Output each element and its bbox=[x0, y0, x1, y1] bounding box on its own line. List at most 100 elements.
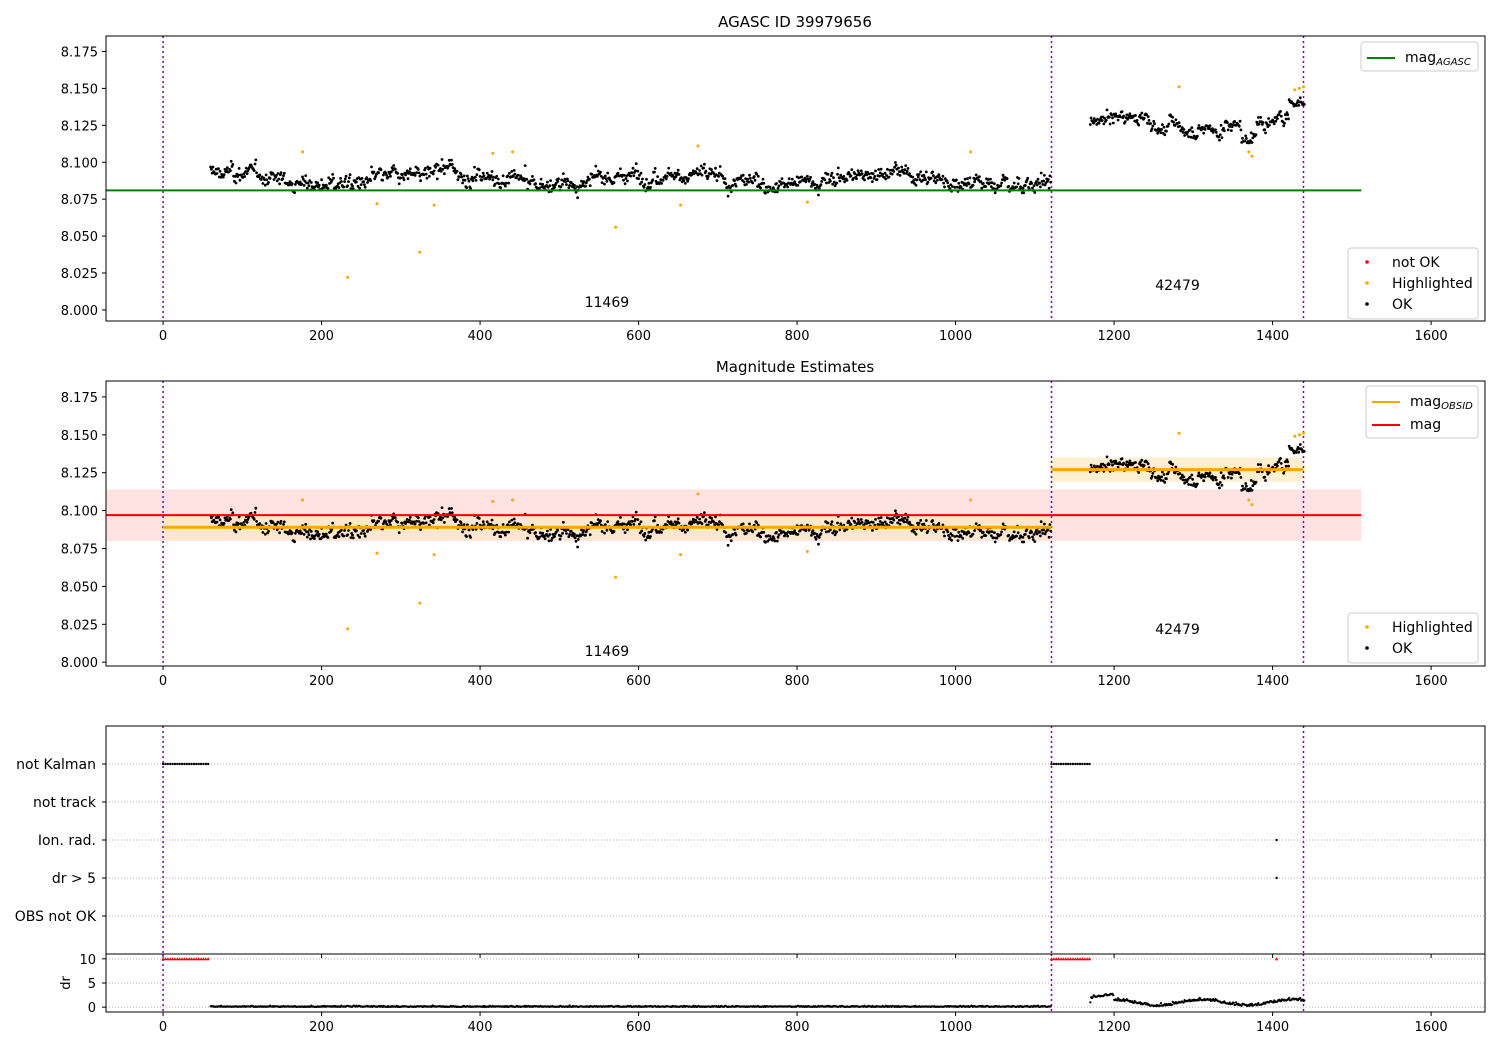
p1-xtick-label-400: 400 bbox=[468, 329, 493, 344]
p1-ok-point bbox=[894, 161, 897, 164]
p2-ok-point bbox=[1039, 534, 1042, 538]
p2-ytick-label: 8.025 bbox=[61, 618, 98, 633]
p2-ok-point bbox=[1287, 444, 1291, 448]
p1-ok-point bbox=[1137, 123, 1141, 127]
p1-ok-point bbox=[782, 181, 785, 185]
p1-ok-point bbox=[272, 178, 276, 181]
p1-ok-point bbox=[347, 176, 351, 180]
p1-ok-point bbox=[348, 173, 352, 177]
p1-ok-point bbox=[415, 171, 419, 175]
p2-ok-point bbox=[772, 537, 776, 541]
p2-ok-point bbox=[422, 522, 426, 525]
p2-ok-point bbox=[835, 530, 839, 534]
p2-ok-point bbox=[393, 516, 397, 520]
p1-ok-point bbox=[450, 163, 454, 166]
p1-ok-point bbox=[1172, 120, 1175, 124]
p2-ok-point bbox=[764, 540, 767, 544]
p2-ok-point bbox=[729, 539, 733, 543]
p1-ok-point bbox=[842, 175, 846, 178]
p2-highlighted-point bbox=[1298, 433, 1301, 437]
p2-ok-point bbox=[762, 530, 766, 534]
p1-frame bbox=[105, 35, 1486, 322]
p1-ok-point bbox=[431, 172, 435, 176]
p1-ok-point bbox=[255, 171, 258, 175]
p1-ok-point bbox=[641, 177, 644, 181]
p1-ok-point bbox=[424, 172, 428, 176]
p1-highlighted-point bbox=[346, 275, 350, 279]
p2-xtick-label-600: 600 bbox=[626, 674, 651, 689]
p1-ok-point bbox=[478, 175, 482, 178]
p2-ok-point bbox=[879, 516, 883, 519]
p2-ok-point bbox=[1237, 472, 1241, 476]
p3-flag-point bbox=[183, 762, 186, 766]
p2-ok-point bbox=[1276, 464, 1279, 468]
p1-ok-point bbox=[548, 184, 552, 188]
p1-ok-point bbox=[374, 175, 377, 179]
p1-ok-point bbox=[877, 168, 881, 171]
p1-ok-point bbox=[408, 167, 412, 171]
p1-ok-point bbox=[507, 181, 510, 185]
p2-ok-point bbox=[1263, 475, 1267, 479]
p1-ok-point bbox=[1152, 119, 1156, 123]
p2-ok-point bbox=[1222, 474, 1225, 478]
p2-ok-point bbox=[576, 545, 579, 549]
p2-ok-point bbox=[362, 529, 365, 532]
p2-ok-point bbox=[481, 520, 485, 524]
p4-ylabel: dr bbox=[59, 976, 74, 990]
p2-ok-point bbox=[1254, 480, 1258, 484]
p1-ok-point bbox=[316, 181, 319, 185]
p2-xtick-label-800: 800 bbox=[785, 674, 810, 689]
p2-ok-point bbox=[1001, 522, 1005, 526]
p2-ok-point bbox=[245, 520, 249, 524]
p3-flag-point bbox=[164, 762, 167, 766]
p2-ok-point bbox=[363, 534, 367, 538]
p1-ok-point bbox=[584, 184, 587, 188]
p1-ok-point bbox=[593, 175, 597, 179]
p1-ok-point bbox=[1274, 119, 1278, 123]
p2-ok-point bbox=[324, 532, 328, 536]
p1-ok-point bbox=[1283, 113, 1287, 117]
p2-ok-point bbox=[510, 518, 514, 522]
p1-ok-point bbox=[1119, 115, 1122, 119]
p1-ok-point bbox=[459, 173, 463, 176]
p2-ok-point bbox=[1092, 464, 1096, 468]
p3-flag-point bbox=[192, 762, 196, 766]
p1-ok-point bbox=[510, 170, 514, 173]
p2-ok-point bbox=[1277, 460, 1281, 464]
p1-ok-point bbox=[461, 181, 464, 185]
p1-ok-point bbox=[645, 177, 648, 181]
p1-ok-point bbox=[1238, 119, 1242, 123]
p2-ok-point bbox=[1178, 472, 1182, 475]
p2-ok-point bbox=[384, 520, 388, 524]
p1-ok-point bbox=[654, 180, 658, 183]
p4-xtick-label-1200: 1200 bbox=[1098, 1020, 1131, 1035]
p2-ok-point bbox=[817, 536, 821, 539]
p2-ok-point bbox=[829, 528, 832, 532]
p1-ytick-label: 8.050 bbox=[61, 230, 98, 245]
p1-ok-point bbox=[480, 178, 484, 182]
p2-ok-point bbox=[385, 522, 388, 526]
p3-flag-point bbox=[176, 762, 179, 766]
p2-ok-point bbox=[417, 520, 421, 523]
p2-ok-point bbox=[988, 530, 992, 534]
p2-ok-point bbox=[742, 529, 746, 533]
p2-ok-point bbox=[282, 520, 286, 524]
p1-ok-point bbox=[1135, 119, 1139, 122]
p1-ok-point bbox=[929, 176, 933, 180]
p1-ok-point bbox=[594, 164, 598, 168]
p2-ok-point bbox=[817, 542, 820, 546]
p1-ok-point bbox=[796, 184, 800, 187]
p1-ok-point bbox=[999, 184, 1003, 188]
p2-ok-point bbox=[366, 530, 369, 533]
p1-ok-point bbox=[439, 169, 443, 173]
p1-ok-point bbox=[787, 177, 791, 181]
p1-ok-point bbox=[634, 162, 638, 166]
p1-ok-point bbox=[751, 181, 755, 185]
p2-ok-point bbox=[955, 534, 959, 538]
p2-ok-point bbox=[751, 530, 755, 534]
p2-ok-point bbox=[1023, 533, 1027, 536]
p2-ok-point bbox=[1203, 475, 1207, 479]
p1-highlighted-point bbox=[969, 150, 973, 154]
p1-ok-point bbox=[1230, 129, 1233, 133]
p1-ok-point bbox=[1150, 127, 1154, 131]
